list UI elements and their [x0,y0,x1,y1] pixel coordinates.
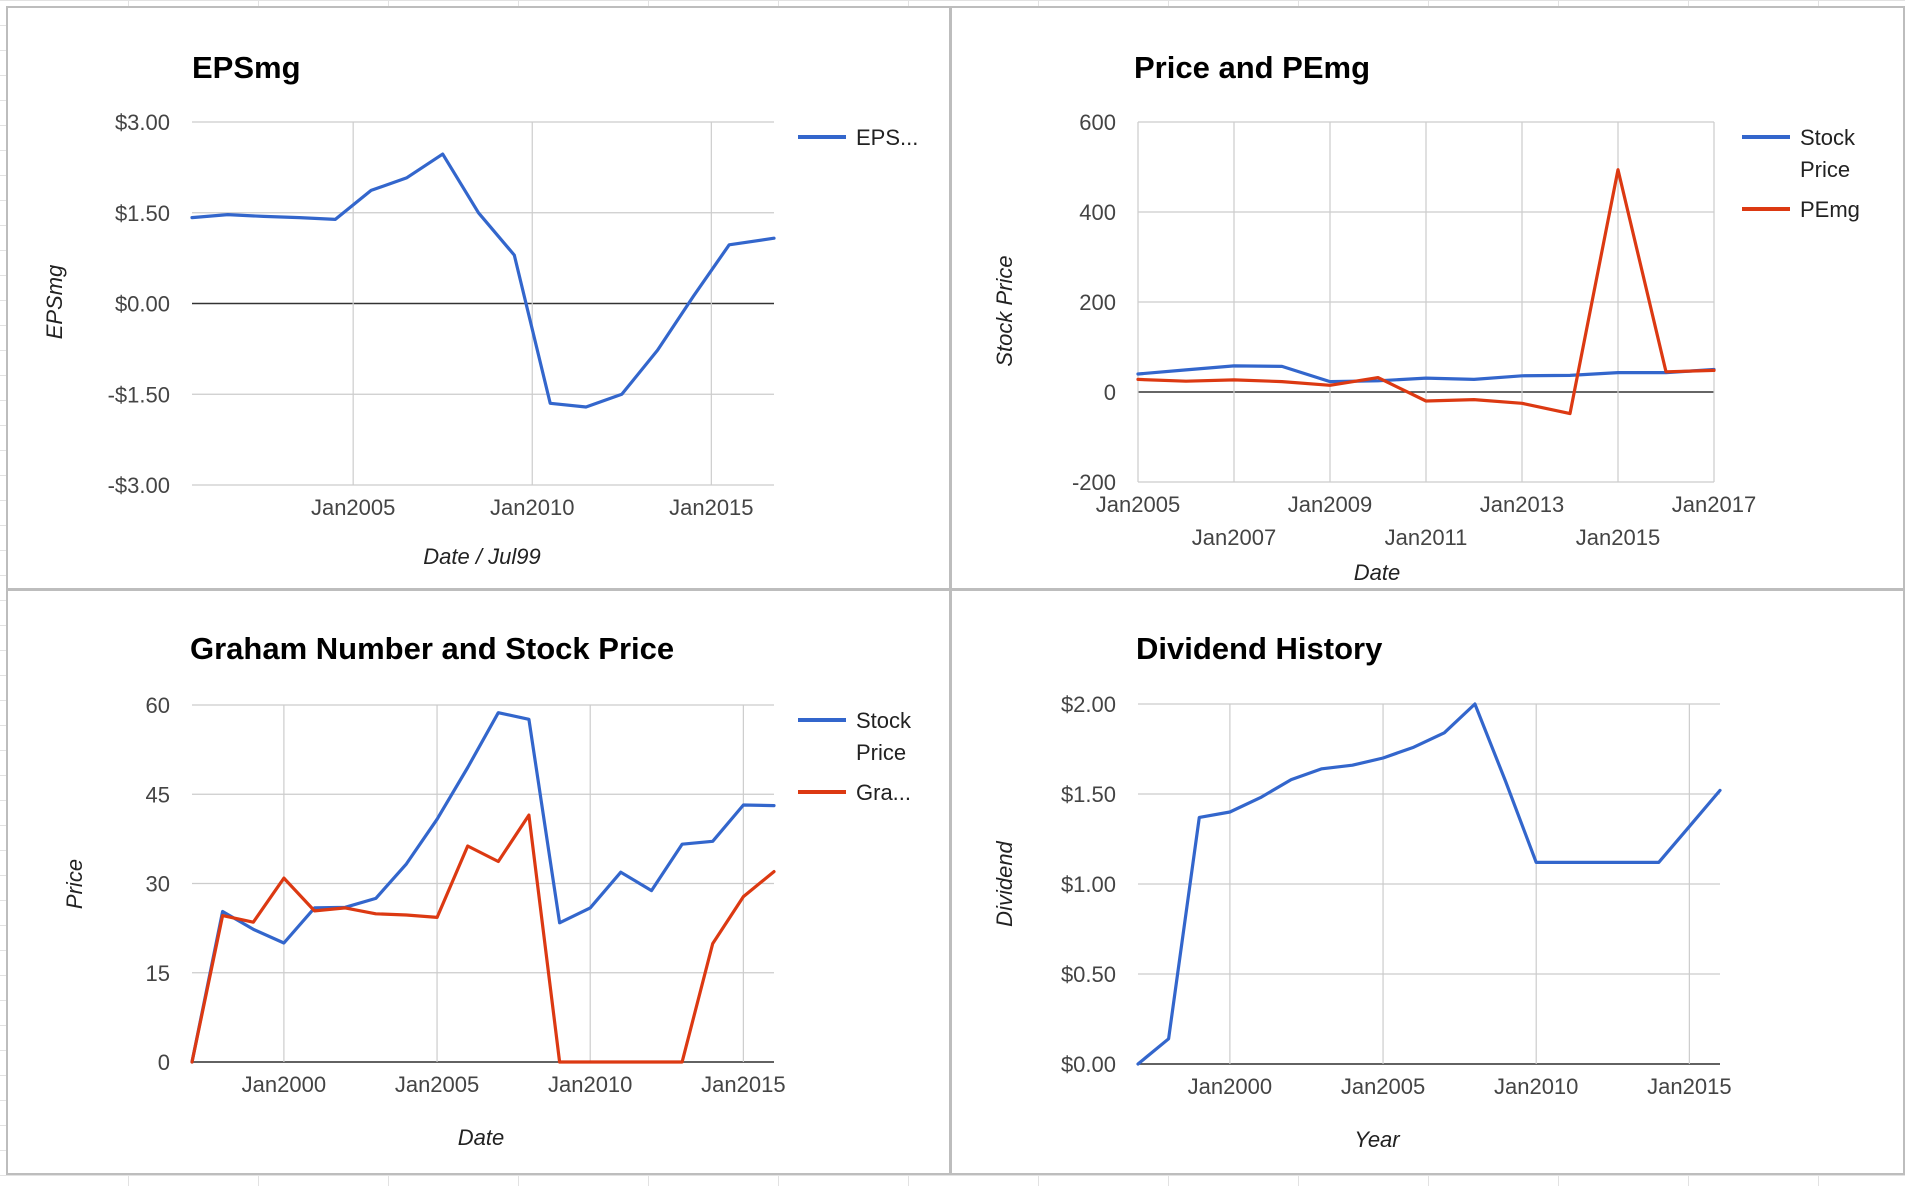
x-tick-label: Jan2007 [1192,525,1276,550]
x-tick-label: Jan2013 [1480,492,1564,517]
x-tick-label: Jan2010 [548,1072,632,1097]
legend-item-0: EPS... [798,125,918,150]
chart-graham-number-and-stock-price[interactable]: Graham Number and Stock Price Price Date… [6,589,951,1175]
x-tick-label: Jan2000 [1188,1074,1272,1099]
y-tick-label: $1.00 [1061,872,1116,897]
chart-epsmg[interactable]: EPSmg EPSmg Date / Jul99 $3.00 $1.50 $0.00… [6,6,951,590]
legend-label: Price [1800,157,1850,182]
legend-item-0: Stock Price [798,708,912,765]
legend-label: Stock [1800,125,1856,150]
legend-label: Price [856,740,906,765]
legend-item-1: PEmg [1742,197,1860,222]
chart-dividend-history[interactable]: Dividend History Dividend Year $2.00 $1.5… [950,589,1905,1175]
x-axis-label: Date [457,1125,505,1150]
x-tick-label: Jan2005 [1096,492,1180,517]
y-tick-label: $0.50 [1061,962,1116,987]
chart-title: Graham Number and Stock Price [190,631,675,666]
series-line-1 [190,813,776,1064]
x-axis-label: Year [1354,1127,1400,1152]
x-tick-label: Jan2010 [490,495,574,520]
series-line-1 [1136,168,1716,416]
y-tick-label: -$3.00 [108,473,170,498]
x-tick-label: Jan2005 [311,495,395,520]
y-tick-label: 45 [146,782,170,807]
chart-price-and-pemg[interactable]: Price and PEmg Stock Price Date 600 400 20… [950,6,1905,590]
series-line-0 [1136,364,1716,384]
x-tick-label: Jan2009 [1288,492,1372,517]
y-tick-label: $1.50 [115,201,170,226]
plot-area: $3.00 $1.50 $0.00 -$1.50 -$3.00 Jan2005 Jan201… [108,110,919,520]
y-tick-label: 200 [1079,290,1116,315]
x-tick-label: Jan2017 [1672,492,1756,517]
x-tick-label: Jan2015 [1576,525,1660,550]
y-tick-label: $0.00 [1061,1052,1116,1077]
x-tick-label: Jan2000 [242,1072,326,1097]
legend-label: Gra... [856,780,911,805]
x-tick-label: Jan2005 [1341,1074,1425,1099]
legend-label: EPS... [856,125,918,150]
y-tick-label: $0.00 [115,292,170,317]
x-axis-label: Date [1353,560,1401,585]
series-line-0 [190,152,776,409]
x-tick-label: Jan2015 [701,1072,785,1097]
chart-title: Price and PEmg [1134,50,1371,85]
series-line-0 [190,711,776,1064]
y-tick-label: $2.00 [1061,692,1116,717]
legend-item-0: Stock Price [1742,125,1856,182]
legend-label: Stock [856,708,912,733]
x-axis-label: Date / Jul99 [423,544,541,569]
y-tick-label: 0 [1104,380,1116,405]
y-tick-label: 600 [1079,110,1116,135]
plot-area: 60 45 30 15 0 Jan2000 Jan2005 Jan2010 Jan2015 Sto… [146,693,913,1097]
legend-item-1: Gra... [798,780,911,805]
chart-title: EPSmg [192,50,301,85]
y-tick-label: 30 [146,872,170,897]
series-line-0 [1136,702,1722,1066]
y-tick-label: $3.00 [115,110,170,135]
y-tick-label: 15 [146,961,170,986]
y-tick-label: 0 [158,1050,170,1075]
y-tick-label: -200 [1072,470,1116,495]
legend-label: PEmg [1800,197,1860,222]
x-tick-label: Jan2010 [1494,1074,1578,1099]
y-tick-label: 400 [1079,200,1116,225]
chart-title: Dividend History [1136,631,1383,666]
y-tick-label: -$1.50 [108,382,170,407]
y-tick-label: $1.50 [1061,782,1116,807]
x-tick-label: Jan2011 [1385,525,1468,550]
x-tick-label: Jan2015 [669,495,753,520]
plot-area: $2.00 $1.50 $1.00 $0.50 $0.00 Jan2000 Jan2005 J… [1061,692,1732,1099]
x-tick-label: Jan2015 [1647,1074,1731,1099]
y-tick-label: 60 [146,693,170,718]
x-tick-label: Jan2005 [395,1072,479,1097]
